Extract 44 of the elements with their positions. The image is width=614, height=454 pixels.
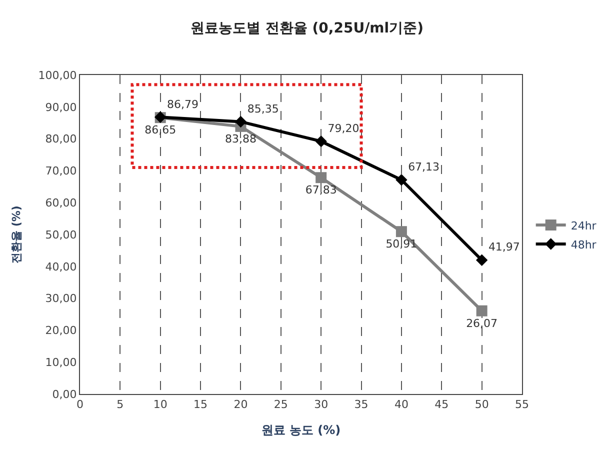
- data-label: 83,88: [224, 132, 256, 146]
- x-tick-label: 25: [274, 398, 288, 412]
- point: [315, 136, 327, 148]
- chart-title: 원료농도별 전환율 (0,25U/ml기준): [190, 20, 424, 36]
- data-label: 86,65: [144, 124, 176, 137]
- y-tick-label: 30,00: [45, 292, 77, 306]
- data-label: 67,13: [408, 160, 440, 174]
- x-tick-label: 50: [474, 398, 489, 412]
- legend-label: 24hr: [570, 219, 597, 232]
- y-tick-label: 100,00: [38, 68, 77, 82]
- data-label: 86,79: [166, 98, 198, 111]
- y-tick-label: 60,00: [45, 196, 77, 210]
- y-tick-label: 50,00: [45, 228, 77, 242]
- y-tick-label: 70,00: [45, 164, 77, 178]
- x-tick-label: 35: [354, 398, 368, 412]
- y-axis-title: 전환율 (%): [10, 206, 23, 264]
- y-tick-label: 90,00: [45, 100, 77, 114]
- point: [396, 174, 408, 186]
- y-tick-label: 80,00: [45, 132, 77, 146]
- y-tick-label: 40,00: [45, 260, 77, 274]
- x-tick-label: 30: [314, 398, 328, 412]
- data-label: 85,35: [247, 102, 279, 116]
- x-axis-title: 원료 농도 (%): [261, 423, 341, 438]
- x-tick-label: 0: [76, 398, 84, 412]
- data-label: 79,20: [328, 122, 360, 135]
- y-tick-label: 20,00: [45, 324, 77, 338]
- x-tick-label: 20: [234, 398, 248, 412]
- data-label: 26,07: [466, 316, 498, 330]
- point: [316, 172, 327, 184]
- data-label: 41,97: [488, 240, 520, 254]
- x-tick-label: 55: [515, 398, 529, 412]
- x-tick-label: 40: [394, 398, 408, 412]
- legend-label: 48hr: [570, 238, 597, 252]
- point: [234, 116, 247, 128]
- point: [476, 305, 488, 316]
- x-tick-label: 15: [194, 398, 208, 412]
- x-tick-label: 45: [434, 398, 449, 412]
- data-label: 67,83: [305, 184, 337, 197]
- y-tick-label: 10,00: [45, 356, 77, 369]
- point: [476, 254, 488, 266]
- x-tick-label: 10: [153, 398, 168, 412]
- x-tick-label: 5: [116, 398, 124, 412]
- y-tick-label: 0,00: [52, 388, 77, 401]
- point: [396, 226, 407, 238]
